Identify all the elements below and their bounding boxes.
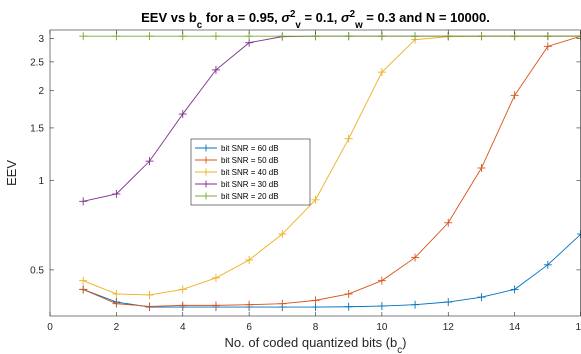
- data-point: [211, 32, 220, 41]
- y-tick-label: 0.5: [30, 265, 44, 276]
- data-point: [211, 273, 220, 282]
- data-point: [411, 300, 420, 309]
- legend-item: bit SNR = 50 dB: [195, 156, 279, 165]
- data-point: [543, 42, 552, 51]
- data-point: [278, 230, 287, 239]
- data-point: [344, 302, 353, 311]
- x-tick-label: 2: [114, 322, 120, 333]
- data-point: [112, 189, 121, 198]
- legend-label: bit SNR = 50 dB: [221, 156, 279, 165]
- data-point: [79, 32, 88, 41]
- x-tick-label: 12: [443, 322, 455, 333]
- data-point: [510, 91, 519, 100]
- data-point: [411, 32, 420, 41]
- data-point: [145, 302, 154, 311]
- y-tick-label: 2.5: [30, 57, 44, 68]
- x-tick-label: 16: [575, 322, 581, 333]
- legend-item: bit SNR = 30 dB: [195, 180, 279, 189]
- legend-item: bit SNR = 60 dB: [195, 144, 279, 153]
- x-tick-label: 4: [180, 322, 186, 333]
- data-point: [211, 65, 220, 74]
- data-point: [344, 289, 353, 298]
- legend-label: bit SNR = 40 dB: [221, 168, 279, 177]
- legend-label: bit SNR = 20 dB: [221, 192, 279, 201]
- series-3: [79, 32, 581, 299]
- data-point: [577, 32, 581, 41]
- data-point: [211, 301, 220, 310]
- data-point: [377, 68, 386, 77]
- x-tick-label: 0: [47, 322, 53, 333]
- data-point: [245, 255, 254, 264]
- data-point: [79, 197, 88, 206]
- legend: bit SNR = 60 dB bit SNR = 50 dB bit SNR = …: [190, 138, 311, 206]
- y-tick-label: 1.5: [30, 123, 44, 134]
- data-point: [278, 299, 287, 308]
- data-point: [178, 301, 187, 310]
- series-line: [83, 35, 581, 296]
- data-point: [112, 299, 121, 308]
- series-4: [79, 32, 581, 206]
- y-tick-label: 1: [38, 176, 44, 187]
- data-point: [577, 230, 581, 239]
- x-tick-label: 10: [376, 322, 388, 333]
- data-point: [510, 285, 519, 294]
- data-point: [543, 260, 552, 269]
- x-tick-label: 14: [509, 322, 521, 333]
- data-point: [411, 253, 420, 262]
- series-1: [79, 230, 581, 312]
- series-5: [79, 32, 581, 41]
- x-axis-label: No. of coded quantized bits (bc): [225, 335, 407, 354]
- data-point: [444, 298, 453, 307]
- x-tick-label: 6: [246, 322, 252, 333]
- data-point: [477, 164, 486, 173]
- data-point: [543, 32, 552, 41]
- series-line: [83, 233, 581, 308]
- legend-label: bit SNR = 60 dB: [221, 144, 279, 153]
- data-point: [311, 303, 320, 312]
- data-point: [344, 32, 353, 41]
- data-point: [245, 300, 254, 309]
- legend-label: bit SNR = 30 dB: [221, 180, 279, 189]
- data-point: [178, 285, 187, 294]
- series-line: [83, 35, 581, 202]
- data-point: [311, 296, 320, 305]
- data-point: [377, 302, 386, 311]
- data-point: [178, 110, 187, 119]
- chart-title: EEV vs bc for a = 0.95, σ2v = 0.1, σ2w =…: [141, 9, 490, 31]
- axes-frame: [49, 29, 581, 317]
- legend-item: bit SNR = 40 dB: [195, 168, 279, 177]
- data-point: [444, 218, 453, 227]
- series-line: [83, 35, 581, 307]
- plot-area: [79, 32, 581, 312]
- data-point: [377, 276, 386, 285]
- y-tick-label: 2: [38, 86, 44, 97]
- series-2: [79, 32, 581, 311]
- legend-item: bit SNR = 20 dB: [195, 192, 279, 201]
- data-point: [79, 285, 88, 294]
- data-point: [477, 32, 486, 41]
- data-point: [278, 32, 287, 41]
- data-point: [79, 276, 88, 285]
- data-point: [145, 290, 154, 299]
- x-tick-label: 8: [313, 322, 319, 333]
- data-point: [477, 293, 486, 302]
- data-point: [112, 289, 121, 298]
- axis-ticks: 0 2 4 6 8 10 12 14 16 0.5 1 1.5 2 2.5 3: [30, 30, 581, 333]
- data-point: [344, 134, 353, 143]
- data-point: [311, 195, 320, 204]
- y-tick-label: 3: [38, 34, 44, 45]
- data-point: [145, 157, 154, 166]
- data-point: [145, 32, 154, 41]
- y-axis-label: EEV: [4, 160, 19, 186]
